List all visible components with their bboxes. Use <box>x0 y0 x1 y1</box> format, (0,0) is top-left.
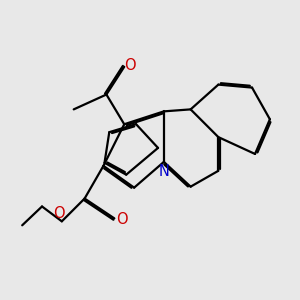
Text: O: O <box>53 206 65 221</box>
Text: N: N <box>159 164 170 179</box>
Text: O: O <box>124 58 135 74</box>
Text: O: O <box>116 212 128 227</box>
